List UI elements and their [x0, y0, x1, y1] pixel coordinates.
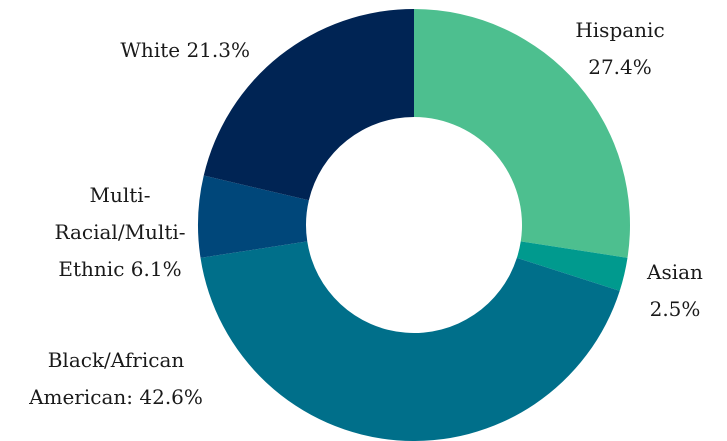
category-label: Multi-Racial/Multi-Ethnic	[54, 183, 186, 281]
value-label: 27.4%	[588, 55, 652, 79]
value-label: 21.3%	[186, 38, 250, 62]
category-label: Asian	[647, 260, 703, 284]
category-label: Black/African American:	[29, 348, 185, 409]
label-asian: Asian 2.5%	[620, 254, 727, 328]
category-label: Hispanic	[575, 18, 665, 42]
label-black: Black/African American: 42.6%	[2, 342, 230, 416]
label-hispanic: Hispanic 27.4%	[550, 12, 690, 86]
label-multi: Multi-Racial/Multi-Ethnic 6.1%	[35, 177, 205, 288]
value-label: 6.1%	[130, 257, 182, 281]
value-label: 42.6%	[139, 385, 203, 409]
slice	[414, 9, 630, 258]
value-label: 2.5%	[649, 297, 701, 321]
slice	[198, 175, 309, 258]
slice	[203, 9, 414, 201]
category-label: White	[120, 38, 181, 62]
slice	[200, 241, 620, 441]
label-white: White 21.3%	[40, 32, 250, 69]
slice	[516, 241, 628, 291]
